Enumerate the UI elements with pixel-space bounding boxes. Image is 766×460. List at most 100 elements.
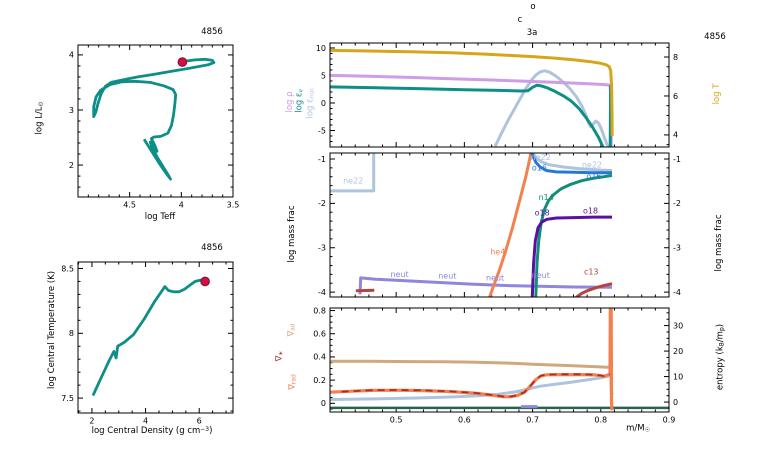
curve-label-ne22: ne22 [582, 160, 602, 169]
curve-label-neut: neut [532, 271, 550, 280]
burn-label-3a: 3a [526, 27, 538, 38]
tick-label: -4 [318, 288, 326, 297]
hr-y-axis-label: log L/L⊙ [34, 101, 45, 135]
hr-model-number: 4856 [201, 26, 223, 37]
mass-frac-axis-label-right: log mass frac [713, 214, 724, 272]
tick-label: -2 [673, 199, 681, 208]
panel-profile-abund: -1 -1-2 -2-3 -3-4 -4ne22ne22ne22o16o16n14o18… [318, 152, 681, 298]
tick-label: 0.2 [313, 376, 326, 385]
tick-label: 4 [673, 131, 678, 140]
nabla-star-label: ∇∗ [274, 350, 285, 362]
series-nabla-star [341, 373, 611, 398]
tick-label: 0 [321, 99, 326, 108]
tick-label: 0.5 [390, 416, 403, 425]
log-rho-axis-label: log ρ [284, 91, 295, 113]
hr-x-axis-label: log Teff [144, 211, 176, 222]
curve-label-he4: he4 [490, 248, 505, 257]
tick-label: 0.8 [313, 306, 326, 315]
tick-label: 3.5 [227, 201, 240, 210]
tick-label: -1 [673, 155, 681, 164]
tick-label: 5 [321, 71, 326, 80]
tick-label: -5 [318, 126, 326, 135]
panel-frame-profile-top [329, 42, 670, 148]
series-log-eps-nu [329, 83, 614, 148]
series-n14 [534, 173, 613, 298]
tick-label: 20 [673, 347, 683, 356]
series-c13-right [574, 282, 613, 298]
entropy-axis-label: entropy (kB/mp) [715, 323, 726, 391]
series-log-T [329, 48, 614, 136]
nabla-ad-label: ∇ad [286, 323, 297, 337]
tick-label: 30 [673, 321, 683, 330]
tick-label: -4 [673, 288, 681, 297]
panel-profile-grad: 0.5 0.6 0.7 0.8 0.9 0 0.2 0.4 0.6 0.8 0 10 20 30 [313, 306, 683, 424]
log-eps-nuc-axis-label: log εnuc [305, 87, 316, 119]
tick-label: 0.7 [526, 416, 539, 425]
curve-label-ne22: ne22 [531, 153, 551, 162]
panel-hr: 4.5 4 3.5 2 3 4 [69, 44, 240, 210]
mass-x-axis-label: m/M☉ [626, 423, 650, 434]
tick-label: 0.6 [313, 330, 326, 339]
series-neut [358, 276, 613, 295]
tick-label: 10 [316, 44, 326, 53]
tick-label: 4.5 [123, 201, 136, 210]
series-o18 [530, 215, 612, 298]
panel-frame-trho [77, 261, 234, 414]
curve-label-o16: o16 [586, 172, 601, 181]
curve-label-ne22: ne22 [343, 177, 363, 186]
series-trho-track [91, 278, 206, 397]
curve-label-o18: o18 [535, 209, 550, 218]
mass-frac-axis-label-left: log mass frac [286, 205, 297, 263]
series-o16 [530, 152, 612, 175]
series-c13-left [355, 288, 375, 293]
profile-model-number: 4856 [704, 31, 726, 42]
tick-label: 4 [179, 201, 184, 210]
tick-label: 0 [321, 399, 326, 408]
trho-x-axis-label: log Central Density (g cm−3) [91, 425, 213, 436]
tick-label: 4 [143, 417, 148, 426]
nabla-rad-label: ∇rad [287, 374, 298, 390]
tick-label: 6 [673, 92, 678, 101]
burn-label-c: c [517, 14, 523, 25]
series-ne22 [330, 152, 613, 193]
series-he4 [487, 152, 533, 298]
curve-label-o16: o16 [532, 163, 547, 172]
trho-model-number: 4856 [201, 242, 223, 253]
tick-label: 3 [69, 106, 74, 115]
curve-label-c13: c13 [584, 268, 599, 277]
panel-trho: 2 4 6 7.5 8 8.5 [61, 261, 234, 426]
tick-label: 2 [69, 161, 74, 170]
tick-label: -1 [318, 155, 326, 164]
panel-frame-profile-grad [329, 307, 670, 413]
tick-label: 0.6 [458, 416, 471, 425]
panel-frame-profile-abund [329, 152, 670, 298]
curve-label-o18: o18 [583, 206, 598, 215]
tick-label: -2 [318, 199, 326, 208]
tick-label: 6 [197, 417, 202, 426]
series-log-eps-nuc [493, 69, 610, 148]
tick-label: 7.5 [61, 394, 74, 403]
current-model-marker [200, 276, 210, 287]
tick-label: 8.5 [61, 264, 74, 273]
curve-label-neut: neut [486, 273, 504, 282]
tick-label: 8 [69, 329, 74, 338]
curve-label-n14: n14 [539, 193, 554, 202]
log-eps-nu-axis-label: log εν [294, 89, 305, 113]
trho-y-axis-label: log Central Temperature (K) [46, 270, 57, 390]
tick-label: -3 [318, 244, 326, 253]
tick-label: 4 [69, 51, 74, 60]
tick-label: -3 [673, 244, 681, 253]
tick-label: 0 [673, 398, 678, 407]
tick-label: 10 [673, 372, 683, 381]
panel-profile-top: 10 5 0 -5 8 6 4 [316, 42, 678, 148]
tick-label: 0.9 [663, 416, 676, 425]
burn-label-o: o [530, 1, 536, 12]
tick-label: 2 [89, 417, 94, 426]
tick-label: 0.4 [313, 353, 326, 362]
panel-frame-hr [77, 44, 234, 198]
curve-label-neut: neut [390, 270, 408, 279]
curve-label-neut: neut [438, 272, 456, 281]
tick-label: 8 [673, 53, 678, 62]
